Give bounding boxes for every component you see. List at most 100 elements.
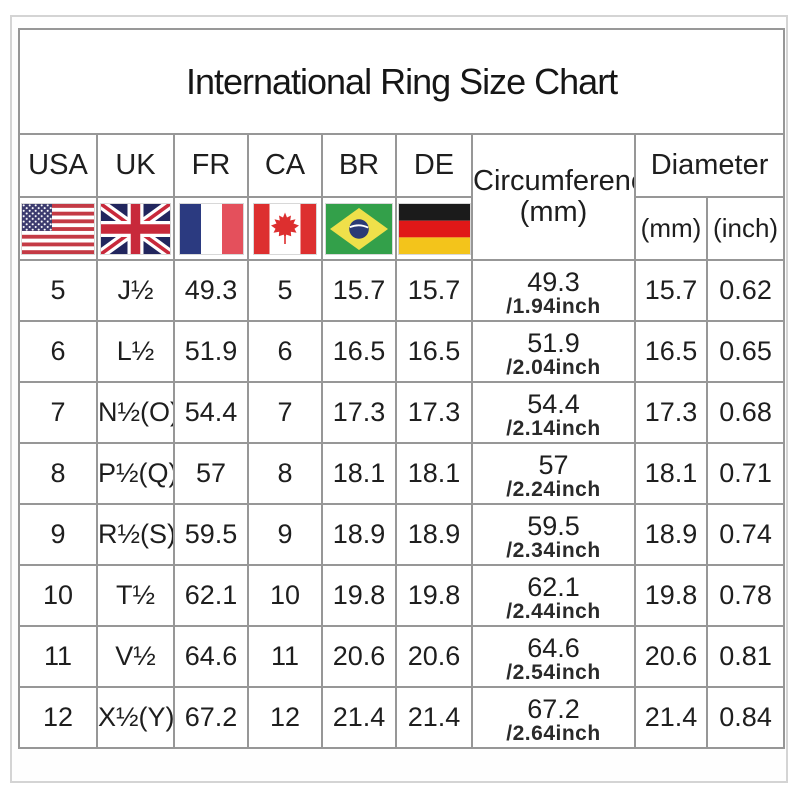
- col-header-uk: UK: [96, 133, 175, 198]
- cell-de: 20.6: [395, 625, 473, 688]
- col-header-diameter: Diameter: [633, 133, 786, 198]
- circumference-mm-value: 54.4: [527, 389, 580, 419]
- cell-de: 16.5: [395, 320, 473, 383]
- cell-diameter-inch: 0.62: [705, 259, 786, 322]
- cell-fr: 64.6: [173, 625, 249, 688]
- cell-uk: X½(Y): [96, 686, 175, 749]
- germany-flag-icon: [398, 202, 470, 255]
- usa-flag-icon: [21, 202, 95, 255]
- circumference-mm-value: 51.9: [527, 328, 580, 358]
- cell-uk: N½(O): [96, 381, 175, 444]
- cell-fr: 54.4: [173, 381, 249, 444]
- cell-diameter-inch: 0.71: [705, 442, 786, 505]
- cell-diameter-inch: 0.84: [705, 686, 786, 749]
- table-row: 9 R½(S) 59.5 9 18.9 18.9 59.5 /2.34inch …: [18, 503, 786, 566]
- table-row: 11 V½ 64.6 11 20.6 20.6 64.6 /2.54inch 2…: [18, 625, 786, 688]
- cell-ca: 11: [247, 625, 323, 688]
- cell-de: 21.4: [395, 686, 473, 749]
- cell-de: 18.1: [395, 442, 473, 505]
- usa-flag-cell: [18, 196, 98, 261]
- cell-usa: 10: [18, 564, 98, 627]
- cell-fr: 51.9: [173, 320, 249, 383]
- circumference-inch-value: /1.94inch: [506, 295, 601, 318]
- cell-diameter-mm: 21.4: [634, 686, 708, 749]
- cell-circumference: 57 /2.24inch: [471, 442, 636, 505]
- title-row: International Ring Size Chart: [17, 28, 786, 135]
- cell-circumference: 67.2 /2.64inch: [471, 686, 636, 749]
- cell-usa: 12: [18, 686, 98, 749]
- cell-circumference: 62.1 /2.44inch: [471, 564, 636, 627]
- col-header-circumference: Circumference (mm): [471, 133, 636, 261]
- page-title: International Ring Size Chart: [185, 60, 618, 102]
- circumference-inch-value: /2.14inch: [506, 417, 601, 440]
- cell-fr: 49.3: [173, 259, 249, 322]
- cell-br: 18.9: [321, 503, 397, 566]
- cell-diameter-mm: 16.5: [634, 320, 708, 383]
- cell-fr: 62.1: [173, 564, 249, 627]
- cell-uk: T½: [96, 564, 175, 627]
- circumference-mm-value: 57: [538, 450, 569, 480]
- germany-flag-cell: [395, 196, 473, 261]
- cell-br: 19.8: [321, 564, 397, 627]
- cell-ca: 8: [247, 442, 323, 505]
- cell-circumference: 64.6 /2.54inch: [471, 625, 636, 688]
- circumference-label: Circumference: [473, 165, 633, 197]
- cell-usa: 7: [18, 381, 98, 444]
- cell-circumference: 49.3 /1.94inch: [471, 259, 636, 322]
- ring-size-table: International Ring Size Chart USA UK FR …: [17, 28, 786, 749]
- canada-flag-icon: [253, 202, 317, 255]
- cell-usa: 11: [18, 625, 98, 688]
- circumference-mm-value: 49.3: [527, 267, 580, 297]
- france-flag-cell: [173, 196, 249, 261]
- cell-circumference: 59.5 /2.34inch: [471, 503, 636, 566]
- cell-br: 20.6: [321, 625, 397, 688]
- circumference-inch-value: /2.34inch: [506, 539, 601, 562]
- cell-usa: 9: [18, 503, 98, 566]
- circumference-mm-value: 59.5: [527, 511, 580, 541]
- cell-usa: 6: [18, 320, 98, 383]
- cell-circumference: 54.4 /2.14inch: [471, 381, 636, 444]
- circumference-inch-value: /2.44inch: [506, 600, 601, 623]
- uk-flag-icon: [100, 202, 171, 255]
- cell-diameter-mm: 15.7: [634, 259, 708, 322]
- cell-diameter-inch: 0.65: [705, 320, 786, 383]
- cell-diameter-inch: 0.68: [705, 381, 786, 444]
- cell-br: 16.5: [321, 320, 397, 383]
- diameter-mm-header: (mm): [634, 196, 708, 261]
- cell-circumference: 51.9 /2.04inch: [471, 320, 636, 383]
- table-row: 12 X½(Y) 67.2 12 21.4 21.4 67.2 /2.64inc…: [18, 686, 786, 749]
- col-header-fr: FR: [173, 133, 249, 198]
- cell-br: 21.4: [321, 686, 397, 749]
- circumference-inch-value: /2.54inch: [506, 661, 601, 684]
- cell-uk: L½: [96, 320, 175, 383]
- cell-uk: V½: [96, 625, 175, 688]
- cell-de: 18.9: [395, 503, 473, 566]
- cell-de: 15.7: [395, 259, 473, 322]
- flags-row: (mm) (inch): [18, 196, 786, 261]
- cell-diameter-inch: 0.81: [705, 625, 786, 688]
- title-cell: International Ring Size Chart: [17, 28, 786, 135]
- canada-flag-cell: [247, 196, 323, 261]
- cell-ca: 7: [247, 381, 323, 444]
- country-codes-row: USA UK FR CA BR DE Circumference (mm) Di…: [18, 133, 786, 261]
- cell-diameter-mm: 18.9: [634, 503, 708, 566]
- cell-de: 17.3: [395, 381, 473, 444]
- table-row: 8 P½(Q) 57 8 18.1 18.1 57 /2.24inch 18.1…: [18, 442, 786, 505]
- cell-br: 18.1: [321, 442, 397, 505]
- table-row: 10 T½ 62.1 10 19.8 19.8 62.1 /2.44inch 1…: [18, 564, 786, 627]
- circumference-inch-value: /2.24inch: [506, 478, 601, 501]
- uk-flag-cell: [96, 196, 175, 261]
- circumference-mm-value: 62.1: [527, 572, 580, 602]
- cell-diameter-mm: 18.1: [634, 442, 708, 505]
- cell-usa: 5: [18, 259, 98, 322]
- circumference-unit: (mm): [519, 196, 588, 228]
- cell-usa: 8: [18, 442, 98, 505]
- brazil-flag-cell: [321, 196, 397, 261]
- cell-ca: 12: [247, 686, 323, 749]
- table-row: 5 J½ 49.3 5 15.7 15.7 49.3 /1.94inch 15.…: [18, 259, 786, 322]
- cell-ca: 5: [247, 259, 323, 322]
- cell-uk: R½(S): [96, 503, 175, 566]
- cell-uk: P½(Q): [96, 442, 175, 505]
- table-row: 7 N½(O) 54.4 7 17.3 17.3 54.4 /2.14inch …: [18, 381, 786, 444]
- col-header-de: DE: [395, 133, 473, 198]
